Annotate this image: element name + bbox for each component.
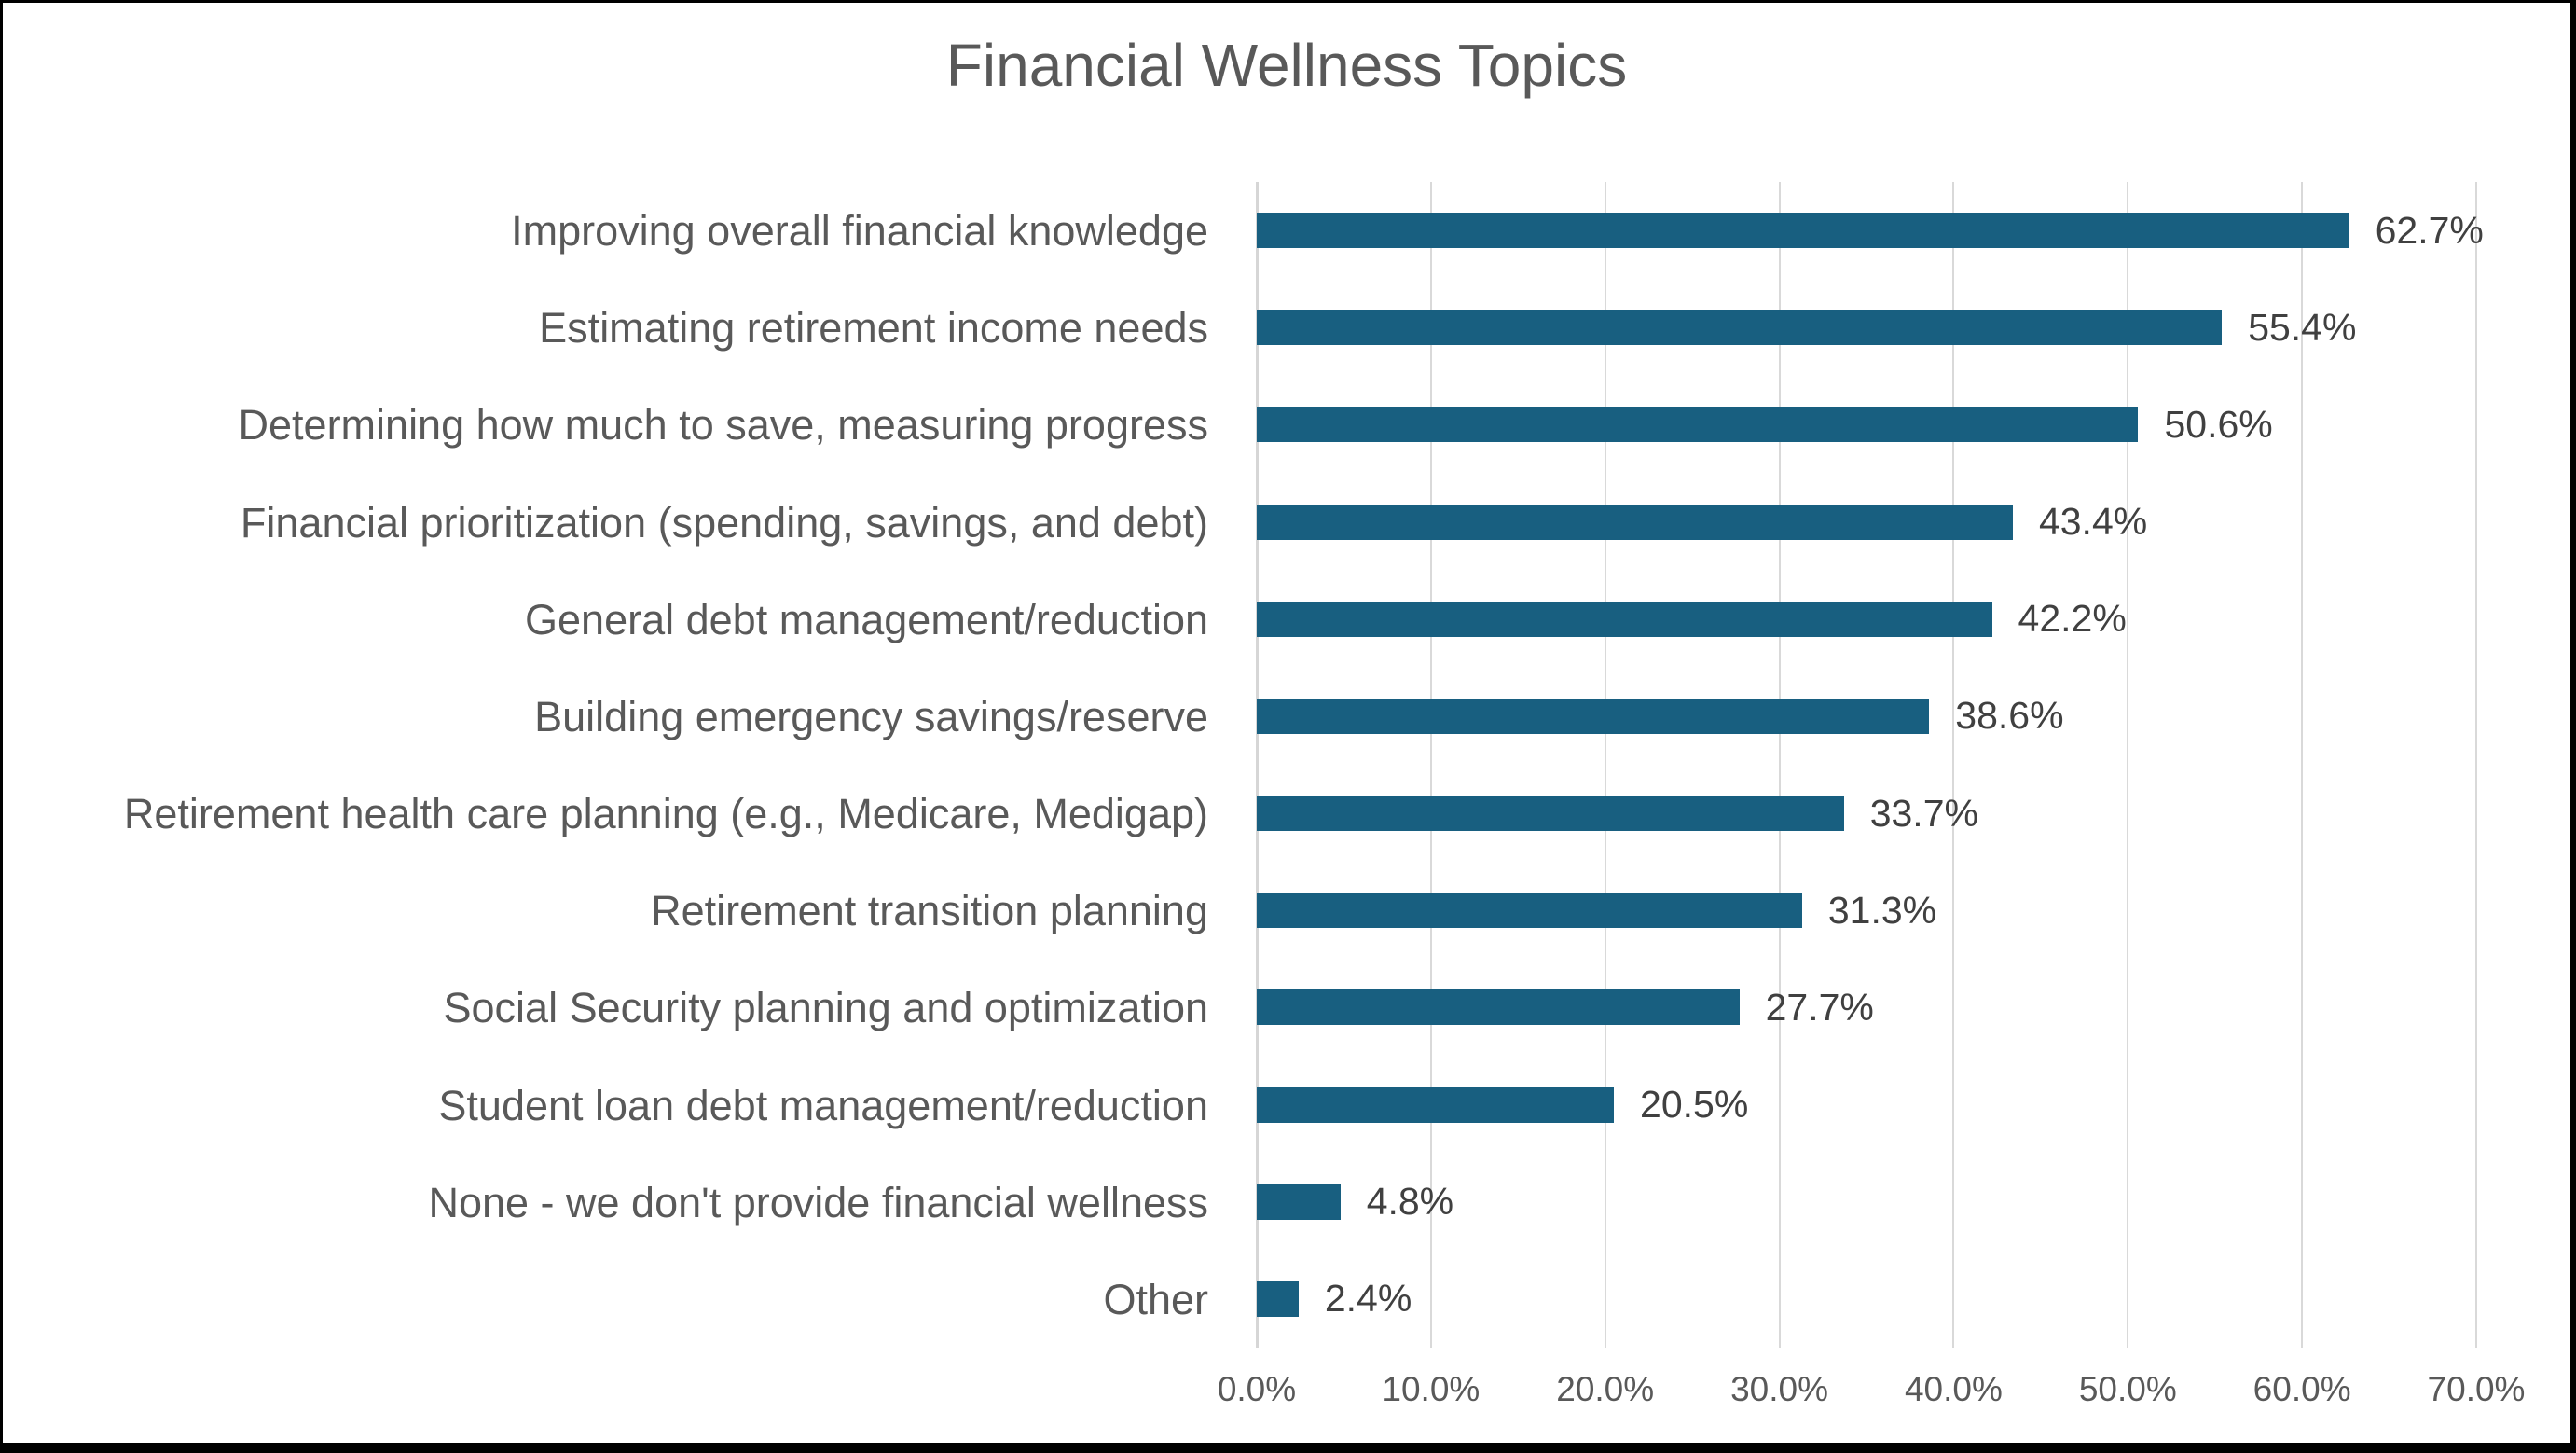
bar-row: 38.6% xyxy=(1257,668,2476,765)
x-axis-tick-label: 50.0% xyxy=(2078,1370,2177,1408)
bar-value-label: 43.4% xyxy=(2038,500,2148,544)
bar-9 xyxy=(1257,989,1740,1026)
bar-row: 43.4% xyxy=(1257,474,2476,571)
bar-value-label: 55.4% xyxy=(2248,305,2357,349)
bar-value-label: 4.8% xyxy=(1366,1180,1454,1224)
category-label: Retirement health care planning (e.g., M… xyxy=(123,790,1208,838)
value-axis-line xyxy=(1256,182,1259,1348)
bar-row: 27.7% xyxy=(1257,959,2476,1056)
bar-row: 4.8% xyxy=(1257,1154,2476,1251)
gridline xyxy=(2301,182,2304,1348)
bar-6 xyxy=(1257,698,1930,734)
bar-value-label: 20.5% xyxy=(1640,1083,1749,1127)
bar-7 xyxy=(1257,796,1844,832)
bar-3 xyxy=(1257,407,2139,443)
bar-12 xyxy=(1257,1280,1299,1317)
bar-5 xyxy=(1257,601,1992,637)
category-label: General debt management/reduction xyxy=(525,595,1208,643)
bar-value-label: 33.7% xyxy=(1869,791,1978,835)
bar-row: 62.7% xyxy=(1257,182,2484,279)
gridline xyxy=(1952,182,1955,1348)
gridline xyxy=(1429,182,1432,1348)
bar-row: 33.7% xyxy=(1257,765,2476,862)
category-axis-labels: Improving overall financial knowledge Est… xyxy=(3,182,1257,1348)
category-label: Determining how much to save, measuring … xyxy=(238,401,1208,450)
bar-row: 31.3% xyxy=(1257,862,2476,959)
gridline xyxy=(2127,182,2129,1348)
bar-value-label: 2.4% xyxy=(1324,1277,1412,1321)
x-axis-tick-label: 30.0% xyxy=(1730,1370,1829,1408)
x-axis-tick-label: 0.0% xyxy=(1217,1370,1297,1408)
bar-10 xyxy=(1257,1086,1615,1123)
bar-value-label: 38.6% xyxy=(1955,694,2064,738)
bar-value-label: 27.7% xyxy=(1765,985,1874,1029)
bar-row: 42.2% xyxy=(1257,571,2476,668)
category-label: Building emergency savings/reserve xyxy=(534,692,1208,740)
chart-title: Financial Wellness Topics xyxy=(945,32,1628,99)
x-axis-tick-label: 10.0% xyxy=(1382,1370,1481,1408)
category-label: Student loan debt management/reduction xyxy=(438,1081,1208,1129)
bar-value-label: 62.7% xyxy=(2375,208,2484,252)
x-axis-tick-label: 70.0% xyxy=(2427,1370,2526,1408)
x-axis-tick-label: 40.0% xyxy=(1904,1370,2003,1408)
gridline xyxy=(1604,182,1606,1348)
category-label: None - we don't provide financial wellne… xyxy=(428,1178,1208,1226)
x-axis-tick-label: 60.0% xyxy=(2252,1370,2351,1408)
bar-4 xyxy=(1257,504,2013,540)
bar-value-label: 50.6% xyxy=(2164,402,2273,446)
category-label: Other xyxy=(1103,1275,1208,1323)
gridline xyxy=(2475,182,2477,1348)
bar-11 xyxy=(1257,1183,1341,1220)
category-label: Social Security planning and optimizatio… xyxy=(443,984,1208,1032)
category-label: Retirement transition planning xyxy=(651,887,1208,935)
x-axis-tick-labels: 0.0% 10.0% 20.0% 30.0% 40.0% 50.0% 60.0% 70.0% xyxy=(1218,1370,2526,1428)
category-label: Improving overall financial knowledge xyxy=(511,207,1208,256)
bar-1 xyxy=(1257,213,2349,249)
category-label: Financial prioritization (spending, savi… xyxy=(240,498,1208,547)
bar-value-label: 42.2% xyxy=(2018,597,2127,641)
bar-2 xyxy=(1257,310,2223,346)
bar-row: 55.4% xyxy=(1257,279,2476,376)
plot-area: 62.7% 55.4% 50.6% 43.4% 42.2% 38.6% 33.7% 31.3%… xyxy=(1256,182,2484,1348)
bar-value-label: 31.3% xyxy=(1827,888,1937,932)
bar-8 xyxy=(1257,893,1802,929)
bar-row: 50.6% xyxy=(1257,376,2476,473)
category-label: Estimating retirement income needs xyxy=(539,304,1208,353)
x-axis-tick-label: 20.0% xyxy=(1556,1370,1655,1408)
bar-row: 2.4% xyxy=(1257,1251,2476,1348)
bar-row: 20.5% xyxy=(1257,1057,2476,1154)
gridline xyxy=(1778,182,1781,1348)
